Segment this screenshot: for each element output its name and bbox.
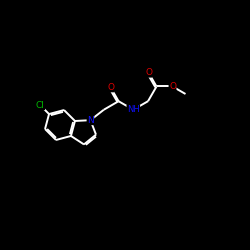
Text: Cl: Cl bbox=[36, 101, 45, 110]
Text: NH: NH bbox=[127, 105, 140, 114]
Text: N: N bbox=[87, 116, 94, 125]
Text: O: O bbox=[145, 68, 152, 77]
Text: O: O bbox=[107, 83, 114, 92]
Text: O: O bbox=[169, 82, 176, 91]
